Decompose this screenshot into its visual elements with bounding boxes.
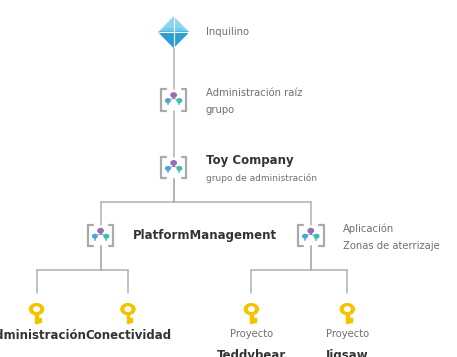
Text: PlatformManagement: PlatformManagement [133,229,276,242]
FancyBboxPatch shape [253,320,255,322]
FancyBboxPatch shape [250,315,253,323]
Text: Aplicación: Aplicación [343,223,394,234]
Text: grupo: grupo [206,105,235,115]
FancyBboxPatch shape [35,315,38,323]
Circle shape [345,307,350,311]
Circle shape [121,304,135,315]
Circle shape [303,235,308,238]
Circle shape [249,307,254,311]
Circle shape [177,99,182,102]
Text: Administración: Administración [0,329,86,342]
Circle shape [165,167,170,170]
Text: Teddybear: Teddybear [217,349,286,357]
Circle shape [177,167,182,170]
Text: Jigsaw: Jigsaw [326,349,369,357]
Circle shape [165,99,170,102]
FancyBboxPatch shape [129,320,132,322]
FancyBboxPatch shape [129,318,132,320]
FancyBboxPatch shape [349,318,351,320]
Circle shape [340,304,354,315]
FancyBboxPatch shape [253,318,255,320]
Circle shape [244,304,258,315]
FancyBboxPatch shape [38,320,41,322]
Text: grupo de administración: grupo de administración [206,173,317,182]
Text: Conectividad: Conectividad [85,329,171,342]
Circle shape [92,235,97,238]
Text: Proyecto: Proyecto [230,329,273,339]
Circle shape [171,161,176,165]
FancyBboxPatch shape [127,315,129,323]
Circle shape [104,235,109,238]
Circle shape [171,93,176,97]
Polygon shape [159,29,188,47]
Text: Proyecto: Proyecto [326,329,369,339]
Circle shape [34,307,39,311]
Circle shape [98,228,103,233]
FancyBboxPatch shape [346,315,349,323]
FancyBboxPatch shape [349,320,351,322]
Circle shape [125,307,131,311]
FancyBboxPatch shape [38,318,41,320]
Text: Toy Company: Toy Company [206,154,293,167]
Circle shape [314,235,319,238]
Circle shape [30,304,43,315]
Text: Zonas de aterrizaje: Zonas de aterrizaje [343,241,440,251]
Polygon shape [159,17,188,47]
Text: Administración raíz: Administración raíz [206,88,302,98]
Circle shape [308,228,314,233]
Text: Inquilino: Inquilino [206,27,249,37]
Polygon shape [159,32,188,47]
